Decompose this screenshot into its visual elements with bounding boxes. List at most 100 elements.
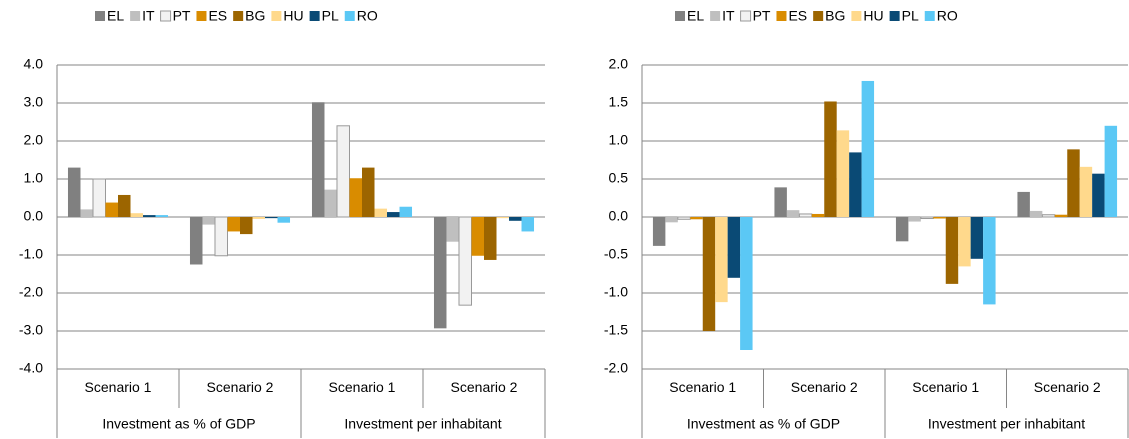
x-tick-label: Scenario 2: [207, 379, 274, 395]
x-tick-label: Scenario 2: [791, 379, 858, 395]
legend-swatch: [196, 11, 207, 21]
y-tick-label: 0.0: [24, 208, 44, 224]
y-tick-label: -2.0: [19, 284, 43, 300]
legend-swatch: [271, 11, 282, 21]
bar: [740, 217, 753, 350]
legend-swatch: [851, 11, 862, 21]
legend-swatch: [130, 11, 141, 21]
bar: [214, 216, 228, 257]
group-label: Investment per inhabitant: [928, 416, 1085, 432]
legend-label: ES: [208, 8, 227, 24]
bar: [227, 217, 240, 232]
y-tick-label: 1.5: [609, 94, 629, 110]
y-tick-label: 0.5: [609, 170, 629, 186]
bar: [970, 217, 984, 259]
y-tick-label: -3.0: [19, 322, 43, 338]
bar: [849, 152, 862, 217]
bar: [252, 217, 266, 219]
y-tick-label: 2.0: [609, 56, 629, 72]
legend-label: RO: [937, 8, 958, 24]
bar: [1092, 173, 1105, 217]
bar: [983, 217, 996, 305]
legend-label: EL: [687, 8, 704, 24]
y-tick-label: -2.0: [604, 360, 628, 376]
legend-label: RO: [357, 8, 378, 24]
x-tick-label: Scenario 1: [85, 379, 152, 395]
bar: [130, 213, 144, 217]
bar: [1067, 149, 1080, 217]
bar: [798, 213, 813, 218]
x-tick-label: Scenario 1: [329, 379, 396, 395]
legend-label: IT: [722, 8, 735, 24]
bar: [715, 217, 728, 303]
bar: [433, 217, 447, 329]
legend-swatch: [813, 11, 824, 21]
bar: [774, 187, 787, 217]
bar: [484, 217, 497, 260]
bar: [496, 217, 510, 219]
y-tick-label: -0.5: [604, 246, 628, 262]
bar: [509, 217, 522, 221]
bar: [1041, 214, 1056, 218]
legend-swatch: [924, 11, 935, 21]
bar: [933, 217, 946, 219]
y-tick-label: -1.0: [19, 246, 43, 262]
bar: [727, 217, 741, 278]
bar: [399, 206, 413, 217]
legend-label: HU: [863, 8, 883, 24]
bar: [240, 217, 253, 235]
legend-swatch: [710, 11, 721, 21]
bar: [118, 194, 131, 217]
bar: [690, 217, 703, 220]
bar: [1104, 125, 1118, 217]
bar: [1054, 214, 1068, 217]
bar: [311, 102, 325, 217]
legend-swatch: [740, 10, 752, 22]
bar: [202, 217, 215, 225]
legend-label: ES: [788, 8, 807, 24]
bar: [362, 167, 375, 217]
legend-label: HU: [283, 8, 303, 24]
bar: [1079, 166, 1093, 217]
bar: [336, 125, 350, 218]
legend-label: EL: [107, 8, 124, 24]
bar: [349, 178, 362, 217]
bar: [92, 178, 106, 218]
bar: [1017, 191, 1030, 217]
legend-swatch: [889, 11, 900, 21]
group-label: Investment as % of GDP: [687, 416, 840, 432]
bar: [189, 217, 203, 265]
y-tick-label: 4.0: [24, 56, 44, 72]
y-tick-label: -1.0: [604, 284, 628, 300]
bar: [471, 217, 484, 256]
x-tick-label: Scenario 1: [912, 379, 979, 395]
legend-label: PT: [173, 8, 191, 24]
legend-swatch: [233, 11, 244, 21]
y-tick-label: 3.0: [24, 94, 44, 110]
y-tick-label: 1.0: [24, 170, 44, 186]
bar: [143, 215, 156, 217]
legend-swatch: [309, 11, 320, 21]
legend-swatch: [160, 10, 172, 22]
legend-label: BG: [825, 8, 845, 24]
bar: [155, 215, 169, 217]
bar: [652, 217, 666, 246]
bar: [861, 80, 875, 218]
legend-swatch: [95, 11, 105, 21]
bar: [811, 213, 825, 217]
legend-swatch: [344, 11, 355, 21]
bar: [836, 130, 850, 217]
bar: [374, 208, 388, 217]
legend-label: IT: [142, 8, 155, 24]
bar: [1029, 210, 1043, 217]
x-tick-label: Scenario 1: [669, 379, 736, 395]
bar: [67, 167, 81, 217]
bar: [105, 202, 118, 217]
bar: [521, 217, 535, 232]
legend-label: PL: [902, 8, 919, 24]
bar: [277, 217, 291, 223]
bar: [895, 217, 909, 242]
bar: [702, 217, 716, 331]
y-tick-label: -4.0: [19, 360, 43, 376]
